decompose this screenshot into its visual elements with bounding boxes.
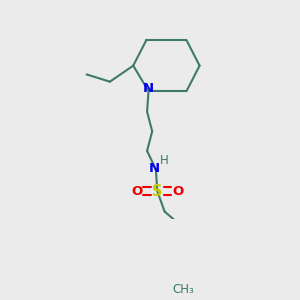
Text: S: S — [152, 184, 163, 199]
Text: O: O — [172, 184, 183, 198]
Text: N: N — [149, 162, 160, 175]
Text: O: O — [131, 184, 142, 198]
Text: CH₃: CH₃ — [173, 283, 194, 296]
Text: N: N — [143, 82, 154, 95]
Text: H: H — [160, 154, 169, 167]
